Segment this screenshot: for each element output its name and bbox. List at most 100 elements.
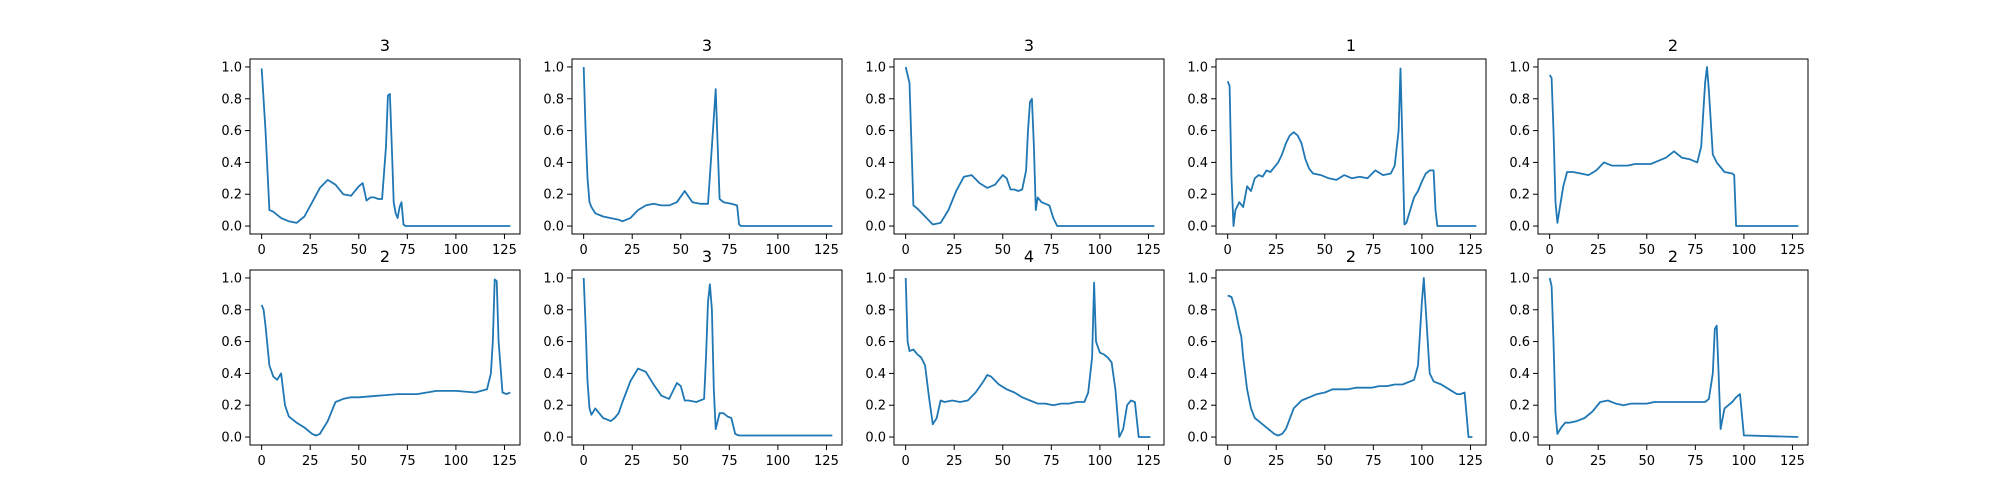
subplot-title: 3 (1024, 36, 1034, 55)
y-tick-label: 0.2 (865, 188, 886, 203)
y-tick-label: 0.8 (1187, 303, 1208, 318)
x-tick-label: 125 (814, 454, 839, 469)
y-tick-label: 0.2 (1509, 399, 1530, 414)
y-tick-label: 0.2 (543, 188, 564, 203)
subplot-title: 4 (1024, 247, 1034, 266)
y-tick-label: 1.0 (865, 60, 886, 75)
x-tick-label: 25 (1268, 454, 1285, 469)
y-tick-label: 0.8 (1509, 303, 1530, 318)
y-tick-label: 1.0 (1509, 60, 1530, 75)
y-tick-label: 0.6 (221, 335, 242, 350)
axes-frame (571, 58, 843, 235)
y-tick-label: 0.2 (1187, 399, 1208, 414)
subplot-6: 2 0 25 50 75 100 125 0.0 0.2 0.4 0.6 0.8 1.0 (221, 247, 521, 469)
x-tick-label: 75 (1687, 454, 1704, 469)
y-tick-label: 0.0 (865, 431, 886, 446)
x-tick-label: 125 (1136, 243, 1161, 258)
series-line (1226, 67, 1477, 227)
y-tick-label: 0.4 (221, 367, 242, 382)
x-tick-label: 100 (1731, 243, 1756, 258)
x-tick-label: 25 (946, 454, 963, 469)
subplot-title: 3 (702, 247, 712, 266)
x-tick-label: 50 (673, 243, 690, 258)
y-tick-label: 0.8 (221, 92, 242, 107)
x-tick-label: 75 (1043, 454, 1060, 469)
axes-frame (1537, 58, 1809, 235)
y-tick-label: 0.6 (865, 124, 886, 139)
x-tick-label: 25 (1590, 454, 1607, 469)
subplot-10: 2 0 25 50 75 100 125 0.0 0.2 0.4 0.6 0.8 1.0 (1509, 247, 1809, 469)
x-tick-label: 50 (1639, 243, 1656, 258)
y-tick-label: 0.0 (1187, 431, 1208, 446)
x-tick-label: 0 (258, 243, 266, 258)
y-tick-label: 0.6 (543, 124, 564, 139)
x-tick-label: 125 (492, 454, 517, 469)
x-tick-label: 100 (1087, 243, 1112, 258)
x-tick-label: 0 (1224, 243, 1232, 258)
y-tick-label: 0.4 (1187, 367, 1208, 382)
x-tick-label: 0 (1546, 454, 1554, 469)
subplot-title: 2 (380, 247, 390, 266)
series-line (1227, 277, 1473, 438)
x-tick-label: 125 (1458, 454, 1483, 469)
axes-frame (1215, 269, 1487, 446)
x-tick-label: 100 (765, 454, 790, 469)
x-tick-label: 25 (624, 243, 641, 258)
x-tick-label: 25 (302, 454, 319, 469)
x-tick-label: 100 (1409, 243, 1434, 258)
series-line (582, 66, 833, 227)
x-tick-label: 75 (399, 243, 416, 258)
y-tick-label: 0.8 (221, 303, 242, 318)
y-tick-label: 1.0 (865, 271, 886, 286)
subplot-4: 1 0 25 50 75 100 125 0.0 0.2 0.4 0.6 0.8 1.0 (1187, 36, 1487, 258)
x-tick-label: 0 (1224, 454, 1232, 469)
axes-frame (249, 58, 521, 235)
x-tick-label: 25 (1268, 243, 1285, 258)
x-tick-label: 0 (580, 243, 588, 258)
x-tick-label: 25 (946, 243, 963, 258)
x-tick-label: 50 (673, 454, 690, 469)
axes-frame (893, 58, 1165, 235)
subplot-1: 3 0 25 50 75 100 125 0.0 0.2 0.4 0.6 0.8 1.0 (221, 36, 521, 258)
x-tick-label: 75 (1365, 243, 1382, 258)
y-tick-label: 0.6 (1509, 124, 1530, 139)
y-tick-label: 0.4 (543, 156, 564, 171)
y-tick-label: 0.8 (543, 92, 564, 107)
subplot-title: 2 (1668, 36, 1678, 55)
y-tick-label: 0.4 (1509, 367, 1530, 382)
y-tick-label: 0.0 (221, 431, 242, 446)
subplot-3: 3 0 25 50 75 100 125 0.0 0.2 0.4 0.6 0.8 1.0 (865, 36, 1165, 258)
subplot-title: 1 (1346, 36, 1356, 55)
series-line (260, 68, 511, 227)
x-tick-label: 125 (1780, 454, 1805, 469)
x-tick-label: 50 (351, 454, 368, 469)
y-tick-label: 1.0 (1509, 271, 1530, 286)
series-line (260, 278, 511, 437)
y-tick-label: 0.0 (1187, 220, 1208, 235)
subplot-title: 3 (380, 36, 390, 55)
x-tick-label: 125 (1136, 454, 1161, 469)
y-tick-label: 0.2 (1509, 188, 1530, 203)
series-line (1548, 277, 1799, 438)
axes-frame (1537, 269, 1809, 446)
x-tick-label: 100 (443, 243, 468, 258)
y-tick-label: 0.8 (865, 92, 886, 107)
y-tick-label: 0.0 (543, 431, 564, 446)
x-tick-label: 25 (1590, 243, 1607, 258)
x-tick-label: 75 (399, 454, 416, 469)
subplot-8: 4 0 25 50 75 100 125 0.0 0.2 0.4 0.6 0.8 1.0 (865, 247, 1165, 469)
x-tick-label: 125 (1458, 243, 1483, 258)
y-tick-label: 0.2 (543, 399, 564, 414)
axes-frame (893, 269, 1165, 446)
x-tick-label: 50 (1639, 454, 1656, 469)
x-tick-label: 100 (765, 243, 790, 258)
x-tick-label: 75 (1043, 243, 1060, 258)
y-tick-label: 0.6 (1187, 124, 1208, 139)
y-tick-label: 0.4 (221, 156, 242, 171)
y-tick-label: 0.2 (1187, 188, 1208, 203)
y-tick-label: 0.6 (221, 124, 242, 139)
series-line (904, 66, 1155, 227)
y-tick-label: 0.6 (1509, 335, 1530, 350)
x-tick-label: 75 (721, 243, 738, 258)
